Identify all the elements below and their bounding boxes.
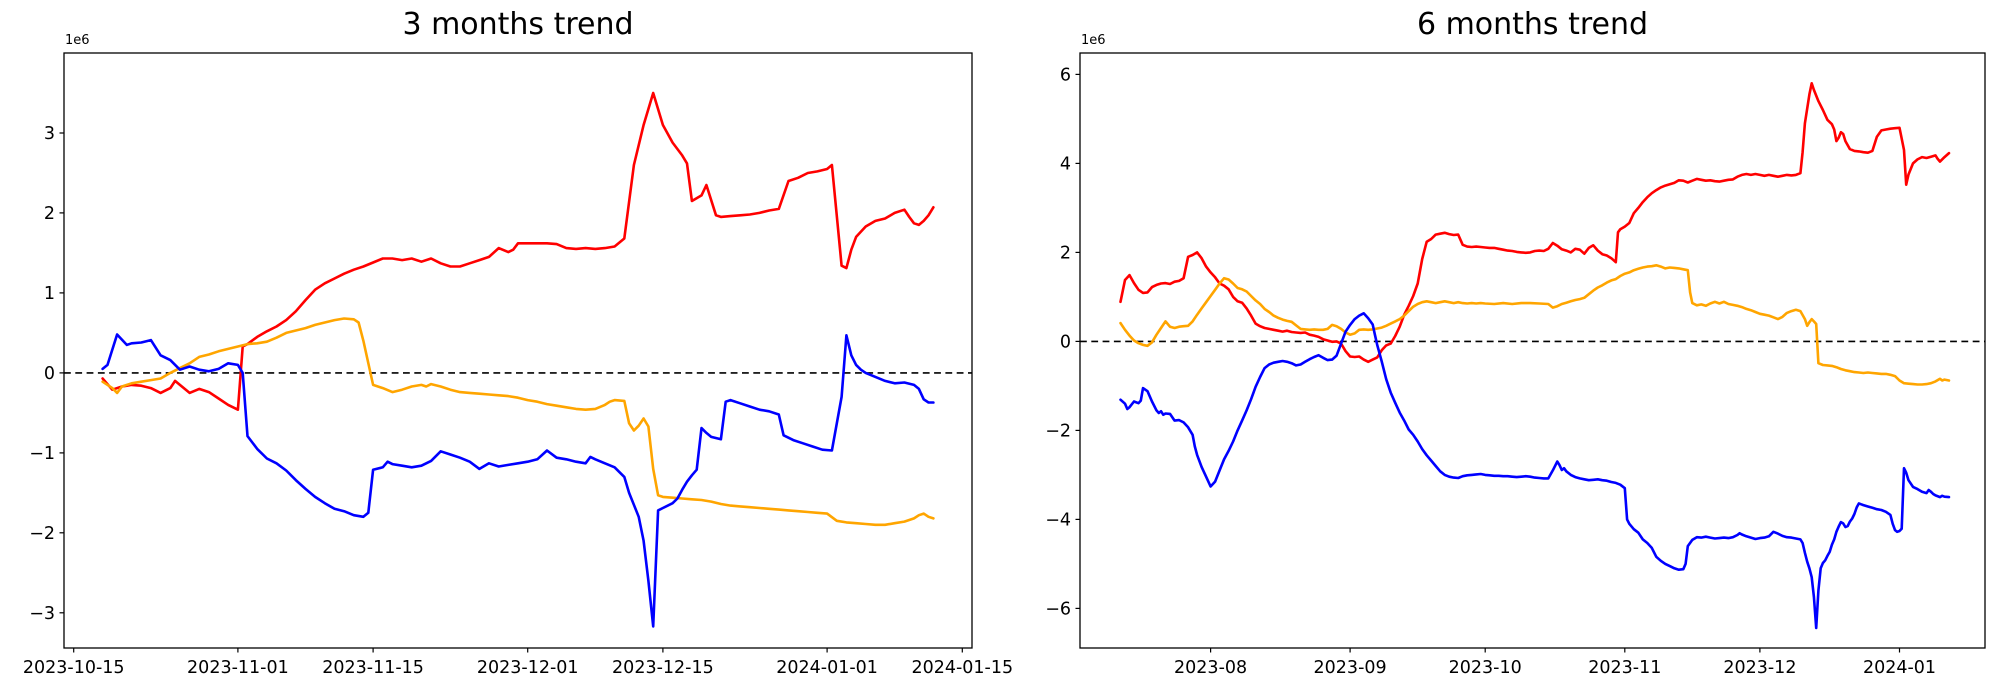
y-axis-scale-label-right: 1e6	[1081, 33, 1106, 48]
x-tick-label: 2023-09	[1314, 658, 1387, 678]
y-tick-label: 1	[44, 284, 55, 304]
y-tick-label: −2	[1045, 421, 1071, 441]
x-tick-label: 2024-01	[1863, 658, 1936, 678]
series-line-orange	[1119, 263, 1951, 386]
y-tick-label: 2	[44, 204, 55, 224]
y-tick-label: −3	[29, 604, 55, 624]
y-tick-label: 6	[1060, 65, 1071, 85]
y-tick-label: −2	[29, 524, 55, 544]
x-tick-label: 2023-11-15	[322, 658, 424, 678]
y-tick-label: 2	[1060, 243, 1071, 263]
series-line-blue	[1119, 311, 1951, 630]
y-tick-label: 4	[1060, 154, 1071, 174]
x-tick-label: 2023-10	[1449, 658, 1522, 678]
y-tick-label: −4	[1045, 510, 1071, 530]
series-line-orange	[101, 317, 935, 527]
x-tick-label: 2024-01-01	[776, 658, 878, 678]
y-tick-label: −1	[29, 444, 55, 464]
x-tick-label: 2023-11	[1588, 658, 1661, 678]
chart-title-6-months: 6 months trend	[1416, 7, 1649, 42]
x-tick-label: 2023-12	[1723, 658, 1796, 678]
x-tick-label: 2023-12-01	[477, 658, 579, 678]
x-tick-label: 2023-12-15	[612, 658, 714, 678]
y-axis-scale-label-left: 1e6	[65, 33, 90, 48]
y-tick-label: 0	[1060, 332, 1071, 352]
chart-title-3-months: 3 months trend	[402, 7, 634, 42]
y-tick-label: 0	[44, 364, 55, 384]
series-line-red	[1119, 82, 1951, 364]
axes-frame	[1079, 52, 1986, 649]
series-line-blue	[101, 333, 935, 628]
x-tick-label: 2023-08	[1174, 658, 1247, 678]
axes-frame	[63, 52, 973, 649]
y-tick-label: −6	[1045, 599, 1071, 619]
x-tick-label: 2023-11-01	[187, 658, 289, 678]
x-tick-label: 2023-10-15	[23, 658, 125, 678]
x-tick-label: 2024-01-15	[911, 658, 1013, 678]
y-tick-label: 3	[44, 124, 55, 144]
